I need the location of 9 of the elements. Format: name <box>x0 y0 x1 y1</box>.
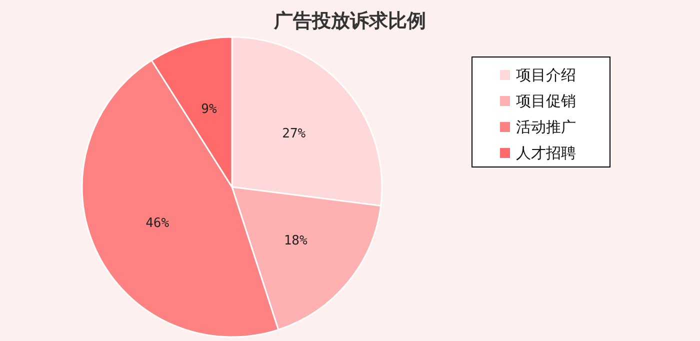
data-label: 9% <box>201 102 217 117</box>
legend-label: 人才招聘 <box>516 144 576 162</box>
data-label: 46% <box>146 216 170 232</box>
data-label: 18% <box>284 234 308 249</box>
legend-label: 项目促销 <box>516 92 576 110</box>
legend-label: 活动推广 <box>516 118 576 136</box>
chart-title: 广告投放诉求比例 <box>273 10 426 32</box>
legend-label: 项目介绍 <box>516 66 576 84</box>
data-label: 27% <box>282 126 306 142</box>
